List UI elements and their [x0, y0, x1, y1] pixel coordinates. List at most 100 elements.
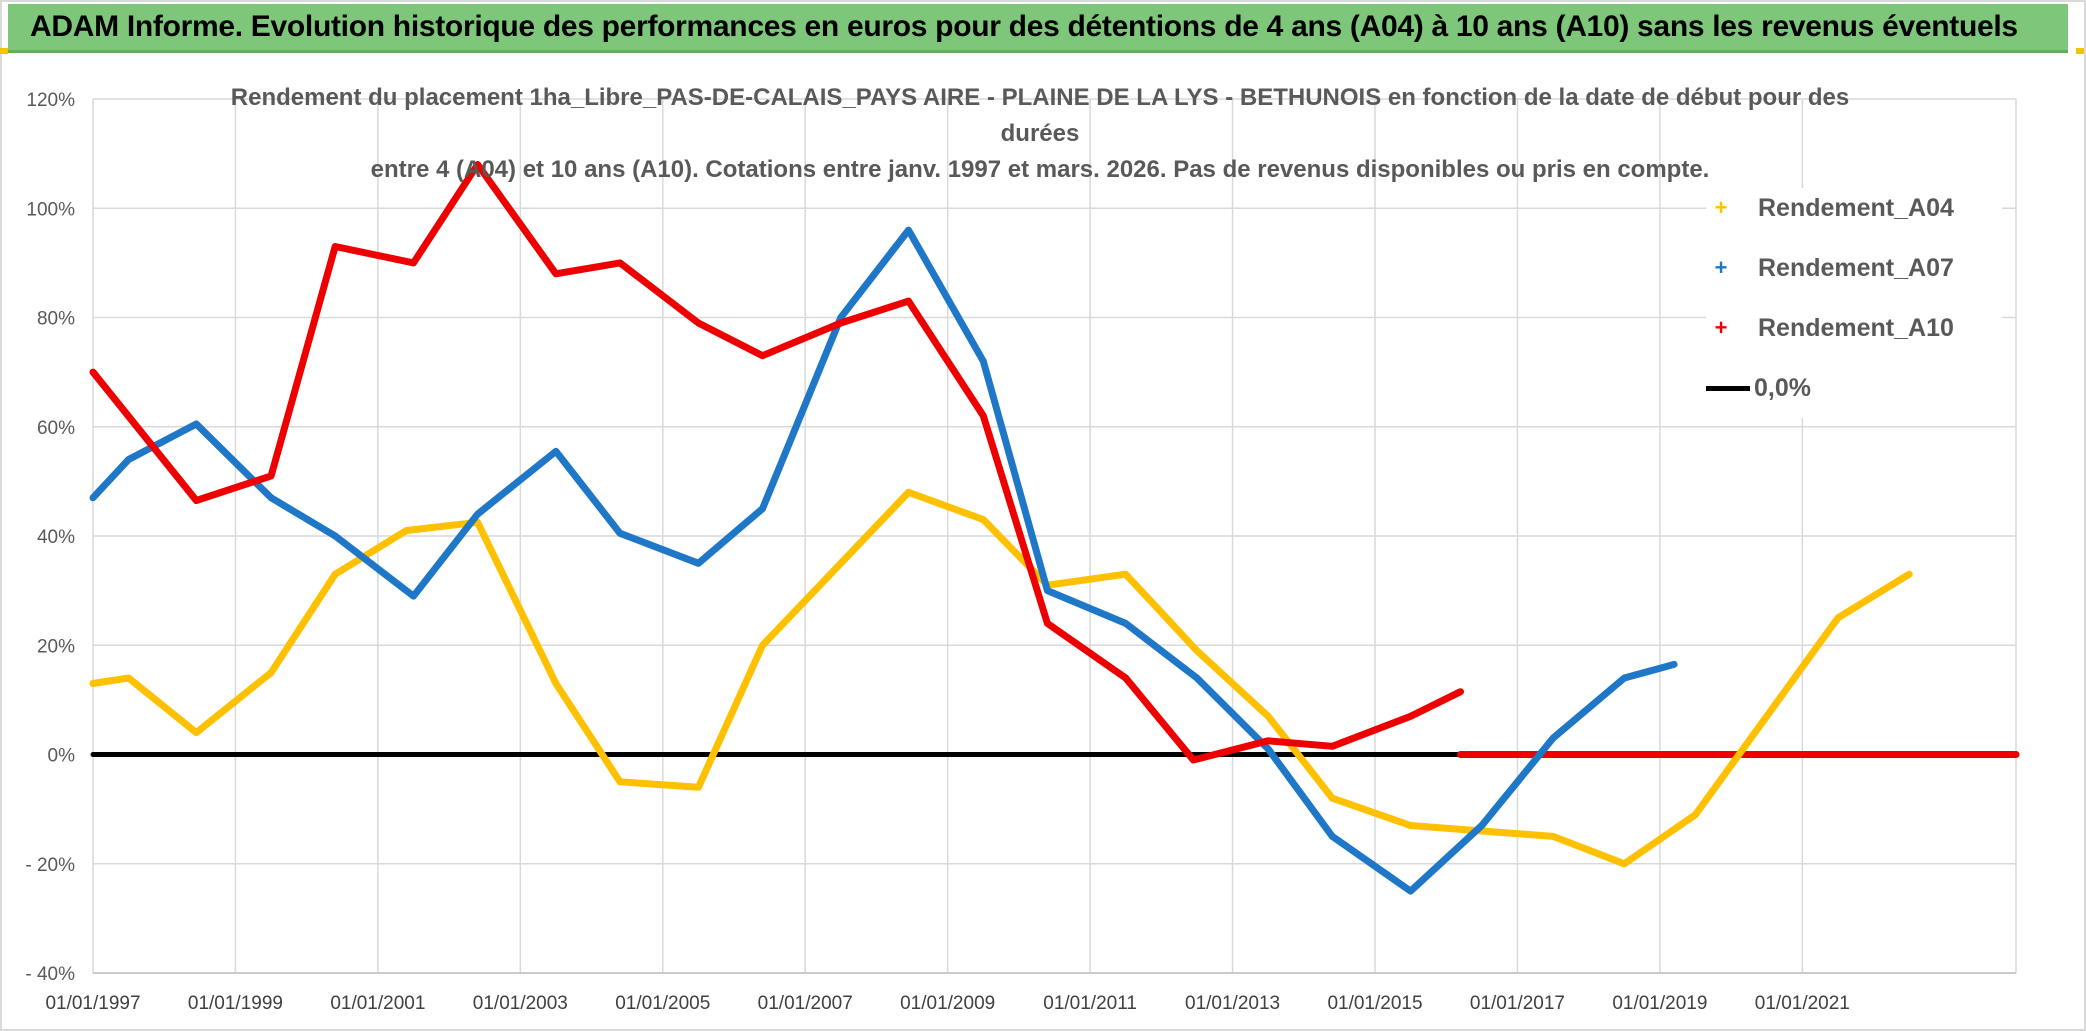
data-point-rendement-a04	[1550, 833, 1556, 839]
series-line-rendement-a10	[89, 161, 1464, 764]
data-point-rendement-a07	[759, 506, 765, 512]
data-point-rendement-a10	[1457, 689, 1463, 695]
data-point-rendement-a04	[90, 680, 96, 686]
data-point-rendement-a07	[1265, 746, 1271, 752]
data-point-rendement-a07	[1329, 833, 1335, 839]
data-point-rendement-a07	[90, 495, 96, 501]
data-point-rendement-a04	[759, 642, 765, 648]
legend-label-a04: Rendement_A04	[1758, 193, 1954, 222]
x-tick-label: 01/01/2019	[1612, 993, 1707, 1014]
data-point-rendement-a07	[332, 533, 338, 539]
x-tick-label: 01/01/2007	[758, 993, 853, 1014]
legend-item-a10: + Rendement_A10	[1706, 308, 1954, 348]
data-point-rendement-a07	[1621, 675, 1627, 681]
data-point-rendement-a04	[1764, 713, 1770, 719]
data-point-rendement-a07	[1408, 888, 1414, 894]
data-point-rendement-a10	[617, 260, 623, 266]
legend-marker-a10: +	[1714, 315, 1728, 340]
legend-item-a07: + Rendement_A07	[1706, 248, 1954, 288]
data-point-rendement-a10	[905, 298, 911, 304]
data-point-rendement-a10	[1408, 713, 1414, 719]
data-point-rendement-a10-zero	[2013, 752, 2019, 757]
data-point-rendement-a04	[1693, 812, 1698, 818]
data-point-rendement-a04	[553, 680, 559, 686]
legend-label-a07: Rendement_A07	[1758, 253, 1954, 282]
data-point-rendement-a07	[838, 315, 844, 320]
x-tick-label: 01/01/2011	[1043, 993, 1137, 1014]
x-tick-label: 01/01/1999	[188, 993, 283, 1014]
data-point-rendement-a10	[90, 369, 96, 375]
data-point-rendement-a07	[1550, 735, 1556, 741]
data-point-rendement-a04	[1835, 615, 1841, 621]
data-point-rendement-a04	[1408, 823, 1414, 829]
data-point-rendement-a07	[1479, 823, 1485, 829]
data-point-rendement-a10	[1044, 620, 1050, 626]
legend-marker-a04: +	[1714, 195, 1728, 220]
data-point-rendement-a07	[905, 227, 911, 233]
chart-legend: + Rendement_A04 + Rendement_A07 + Rendem…	[1706, 188, 2002, 418]
data-point-rendement-a07	[553, 448, 559, 454]
series-line-rendement-a07	[89, 226, 1678, 895]
legend-label-zero: 0,0%	[1754, 373, 1811, 402]
data-point-rendement-a10	[553, 271, 559, 277]
x-tick-label: 01/01/2005	[615, 993, 710, 1014]
x-tick-label: 01/01/1997	[45, 993, 140, 1014]
data-point-rendement-a07	[475, 511, 481, 517]
y-tick-label: 0%	[48, 746, 76, 767]
y-tick-label: 60%	[37, 418, 75, 439]
data-point-rendement-a07	[126, 457, 132, 463]
chart-title-line-1: Rendement du placement 1ha_Libre_PAS-DE-…	[230, 84, 1850, 147]
data-point-rendement-a10	[695, 320, 701, 326]
data-point-rendement-a04	[126, 675, 132, 681]
data-point-rendement-a04	[838, 560, 844, 566]
data-point-rendement-a10	[268, 473, 274, 479]
data-point-rendement-a07	[411, 593, 416, 599]
data-point-rendement-a04	[980, 517, 986, 523]
legend-marker-a07: +	[1714, 255, 1728, 280]
page-title: ADAM Informe. Evolution historique des p…	[30, 10, 2018, 43]
x-tick-label: 01/01/2015	[1327, 993, 1422, 1014]
x-axis-ticks: 01/01/1997 01/01/1999 01/01/2001 01/01/2003…	[45, 993, 1849, 1014]
data-point-rendement-a10	[1123, 675, 1129, 681]
data-point-rendement-a10	[838, 320, 844, 326]
chart-series	[89, 161, 2020, 895]
y-tick-label: 120%	[26, 90, 75, 111]
data-point-rendement-a07	[695, 560, 701, 566]
x-tick-label: 01/01/2013	[1185, 993, 1280, 1014]
y-tick-label: 40%	[37, 527, 75, 548]
x-tick-label: 01/01/2001	[330, 993, 425, 1014]
data-point-rendement-a07	[1044, 588, 1050, 594]
y-tick-label: 80%	[37, 309, 75, 330]
data-point-rendement-a04	[905, 489, 911, 495]
data-point-rendement-a04	[332, 571, 338, 577]
data-point-rendement-a04	[1123, 571, 1129, 577]
data-point-rendement-a07	[617, 530, 623, 536]
data-point-rendement-a04	[268, 670, 274, 676]
x-tick-label: 01/01/2009	[900, 993, 995, 1014]
y-tick-label: 20%	[37, 636, 75, 657]
x-tick-label: 01/01/2021	[1755, 993, 1850, 1014]
data-point-rendement-a10	[1190, 757, 1196, 763]
data-point-rendement-a04	[1265, 713, 1271, 719]
data-point-rendement-a10	[193, 497, 199, 503]
data-point-rendement-a07	[268, 495, 274, 501]
data-point-rendement-a04	[1906, 571, 1912, 577]
x-tick-label: 01/01/2017	[1470, 993, 1565, 1014]
chart-title: Rendement du placement 1ha_Libre_PAS-DE-…	[190, 80, 1890, 188]
data-point-rendement-a07	[1194, 675, 1200, 681]
data-point-rendement-a07	[1671, 661, 1677, 667]
y-tick-label: 100%	[26, 199, 75, 220]
data-point-rendement-a04	[1194, 648, 1200, 654]
legend-item-zero: 0,0%	[1706, 368, 1811, 408]
y-tick-label: - 40%	[25, 964, 75, 985]
data-point-rendement-a10	[411, 260, 416, 266]
data-point-rendement-a07	[193, 421, 199, 427]
corner-accent-left	[0, 48, 8, 54]
data-point-rendement-a04	[695, 784, 701, 790]
data-point-rendement-a07	[1123, 620, 1129, 626]
chart-title-line-2: entre 4 (A04) et 10 ans (A10). Cotations…	[370, 156, 1710, 183]
data-point-rendement-a04	[403, 528, 409, 534]
data-point-rendement-a10	[759, 353, 765, 359]
